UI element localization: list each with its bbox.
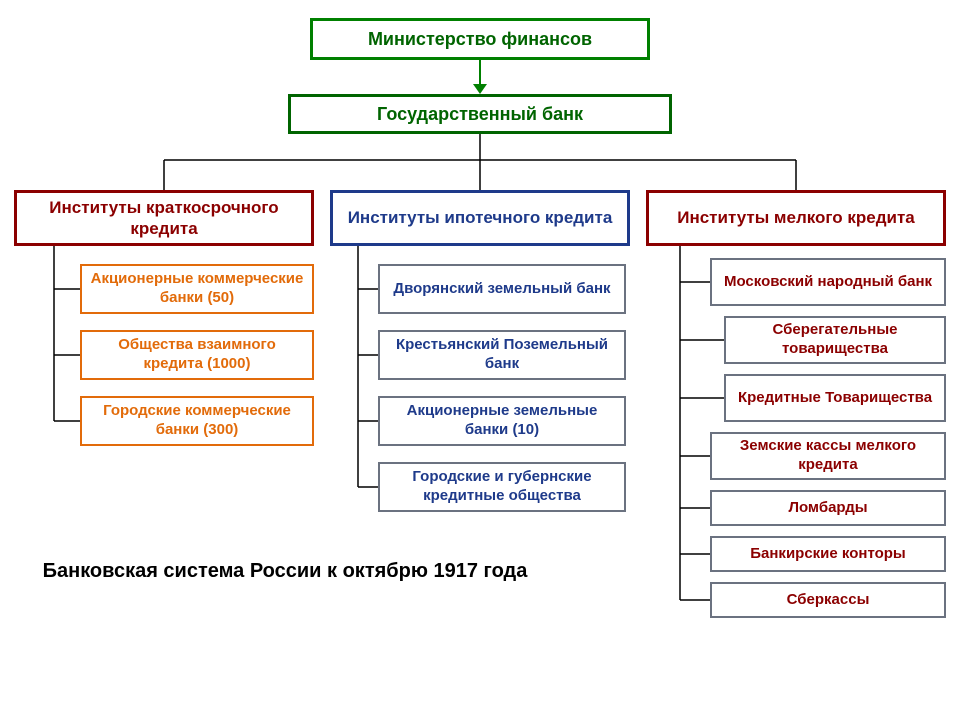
node-statebank: Государственный банк xyxy=(288,94,672,134)
node-ministry: Министерство финансов xyxy=(310,18,650,60)
node-label: Городские коммерческие банки (300) xyxy=(90,402,304,440)
node-s3: Городские коммерческие банки (300) xyxy=(80,396,314,446)
node-k2: Сберегательные товарищества xyxy=(724,316,946,364)
node-k5: Ломбарды xyxy=(710,490,946,526)
node-label: Банкирские конторы xyxy=(750,545,905,564)
node-label: Институты краткосрочного кредита xyxy=(25,197,303,240)
node-label: Министерство финансов xyxy=(368,28,592,51)
node-label: Государственный банк xyxy=(377,103,583,126)
node-label: Московский народный банк xyxy=(724,273,932,292)
node-k4: Земские кассы мелкого кредита xyxy=(710,432,946,480)
diagram-caption: Банковская система России к октябрю 1917… xyxy=(40,560,530,583)
node-label: Земские кассы мелкого кредита xyxy=(720,437,936,475)
node-label: Кредитные Товарищества xyxy=(738,389,932,408)
node-k3: Кредитные Товарищества xyxy=(724,374,946,422)
node-h_small: Институты мелкого кредита xyxy=(646,190,946,246)
node-label: Городские и губернские кредитные обществ… xyxy=(388,468,616,506)
node-label: Ломбарды xyxy=(788,499,867,518)
node-s1: Акционерные коммерческие банки (50) xyxy=(80,264,314,314)
node-label: Институты мелкого кредита xyxy=(677,207,915,228)
node-label: Дворянский земельный банк xyxy=(393,280,610,299)
node-label: Акционерные земельные банки (10) xyxy=(388,402,616,440)
node-h_mort: Институты ипотечного кредита xyxy=(330,190,630,246)
node-k1: Московский народный банк xyxy=(710,258,946,306)
node-h_short: Институты краткосрочного кредита xyxy=(14,190,314,246)
node-k7: Сберкассы xyxy=(710,582,946,618)
node-m1: Дворянский земельный банк xyxy=(378,264,626,314)
node-label: Крестьянский Поземельный банк xyxy=(388,336,616,374)
node-label: Сберегательные товарищества xyxy=(734,321,936,359)
node-m3: Акционерные земельные банки (10) xyxy=(378,396,626,446)
node-label: Общества взаимного кредита (1000) xyxy=(90,336,304,374)
node-label: Сберкассы xyxy=(787,591,870,610)
node-label: Институты ипотечного кредита xyxy=(348,207,613,228)
node-label: Акционерные коммерческие банки (50) xyxy=(90,270,304,308)
node-m4: Городские и губернские кредитные обществ… xyxy=(378,462,626,512)
node-s2: Общества взаимного кредита (1000) xyxy=(80,330,314,380)
node-m2: Крестьянский Поземельный банк xyxy=(378,330,626,380)
node-k6: Банкирские конторы xyxy=(710,536,946,572)
